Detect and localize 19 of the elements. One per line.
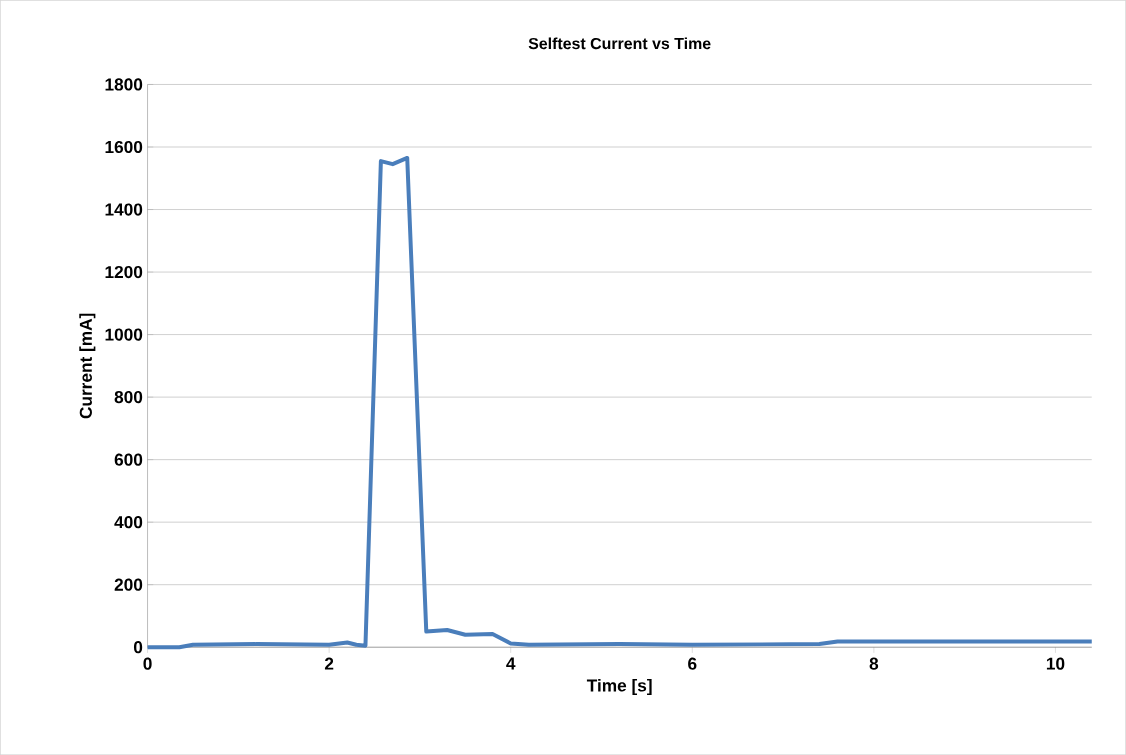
y-tick-label: 1800	[105, 78, 143, 91]
y-tick-label: 600	[114, 453, 143, 466]
y-tick-label: 400	[114, 515, 143, 529]
chart-title: Selftest Current vs Time	[528, 37, 711, 50]
y-tick-label: 1200	[105, 265, 143, 279]
x-tick-label: 6	[688, 657, 697, 670]
x-tick-label: 8	[869, 657, 879, 670]
y-tick-label: 0	[133, 641, 143, 654]
y-tick-label: 800	[114, 390, 143, 404]
x-tick-label: 4	[506, 657, 516, 670]
y-tick-label: 1000	[105, 328, 143, 341]
y-tick-label: 1400	[105, 203, 143, 216]
y-axis-title: Current [mA]	[79, 313, 96, 419]
x-tick-label: 2	[324, 657, 334, 670]
x-tick-label: 0	[143, 657, 152, 670]
x-tick-label: 10	[1046, 657, 1065, 670]
x-axis-title: Time [s]	[586, 678, 652, 695]
y-tick-label: 200	[114, 578, 143, 591]
y-tick-label: 1600	[105, 140, 143, 154]
